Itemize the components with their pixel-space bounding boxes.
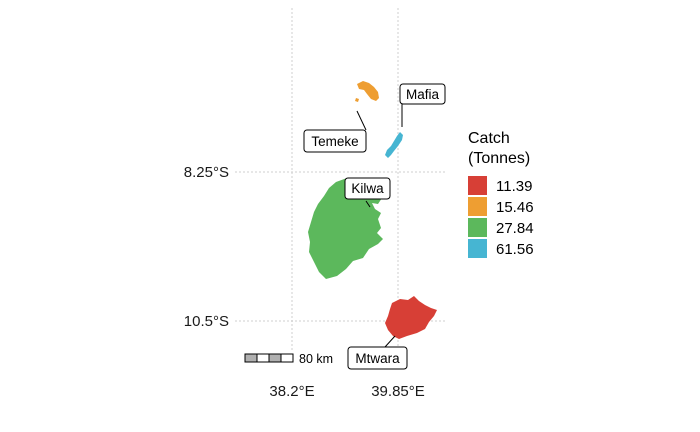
legend-title-line1: Catch <box>468 130 510 147</box>
label-temeke-text: Temeke <box>311 134 358 149</box>
label-temeke: Temeke <box>303 129 367 153</box>
label-kilwa-text: Kilwa <box>351 181 384 196</box>
leader-kilwa <box>365 200 371 208</box>
legend-swatch <box>468 239 487 258</box>
legend-item-label: 27.84 <box>496 220 534 237</box>
region-mtwara[interactable] <box>385 296 437 339</box>
legend-swatch <box>468 176 487 195</box>
legend-swatch <box>468 218 487 237</box>
scale-bar: 80 km <box>244 352 333 366</box>
lat-tick-label: 8.25°S <box>184 164 229 181</box>
legend-item-label: 11.39 <box>496 178 532 195</box>
region-mafia[interactable] <box>385 132 403 158</box>
legend-item-label: 15.46 <box>496 199 534 216</box>
label-mafia: Mafia <box>399 83 446 105</box>
legend: Catch (Tonnes) 11.39 15.46 27.84 61.56 <box>468 130 534 258</box>
lon-tick-label: 38.2°E <box>269 383 314 400</box>
leader-temeke <box>356 110 367 131</box>
label-mtwara-text: Mtwara <box>355 351 400 366</box>
label-kilwa: Kilwa <box>344 177 391 200</box>
legend-item-label: 61.56 <box>496 241 534 258</box>
lat-tick-label: 10.5°S <box>184 313 229 330</box>
lon-tick-label: 39.85°E <box>371 383 425 400</box>
region-temeke-islet[interactable] <box>355 98 359 102</box>
scale-bar-label: 80 km <box>299 352 333 366</box>
label-mafia-text: Mafia <box>406 87 440 102</box>
leader-mtwara <box>384 335 396 348</box>
legend-swatch <box>468 197 487 216</box>
legend-title-line2: (Tonnes) <box>468 150 530 167</box>
region-kilwa[interactable] <box>308 178 383 279</box>
region-temeke[interactable] <box>357 81 379 101</box>
label-mtwara: Mtwara <box>347 346 408 370</box>
